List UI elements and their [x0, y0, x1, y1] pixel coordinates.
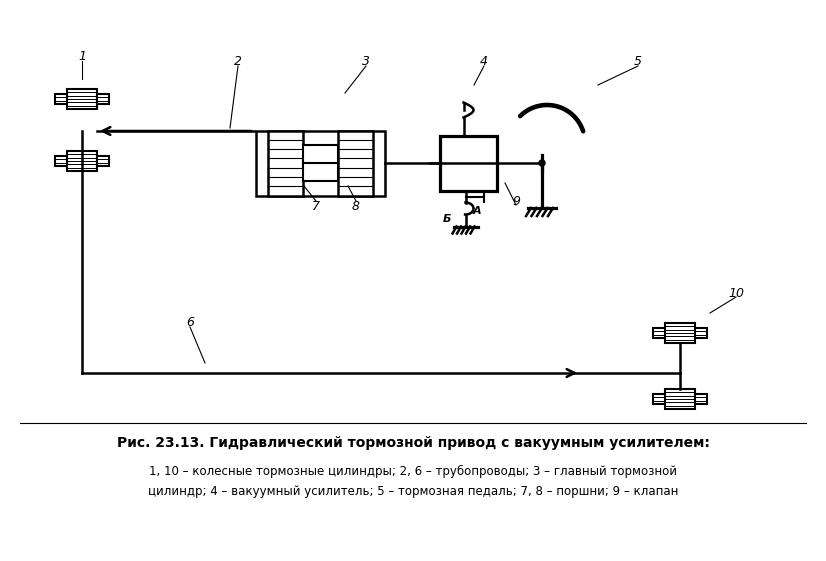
Text: 8: 8 — [352, 200, 360, 213]
Bar — [55, 156, 67, 166]
Bar — [67, 89, 97, 109]
Bar — [695, 394, 707, 404]
Bar — [256, 131, 385, 195]
Text: 1, 10 – колесные тормозные цилиндры; 2, 6 – трубопроводы; 3 – главный тормозной: 1, 10 – колесные тормозные цилиндры; 2, … — [149, 465, 677, 477]
Text: 1: 1 — [78, 49, 86, 62]
Text: 5: 5 — [634, 54, 642, 67]
Text: Б: Б — [444, 214, 452, 223]
Circle shape — [539, 160, 545, 166]
Bar — [97, 156, 109, 166]
Bar — [67, 151, 97, 171]
Bar — [653, 328, 665, 338]
Text: 4: 4 — [480, 54, 488, 67]
Text: цилиндр; 4 – вакуумный усилитель; 5 – тормозная педаль; 7, 8 – поршни; 9 – клапа: цилиндр; 4 – вакуумный усилитель; 5 – то… — [148, 485, 678, 498]
Bar — [303, 145, 338, 181]
Bar — [268, 131, 303, 195]
Text: 3: 3 — [362, 54, 370, 67]
Text: 10: 10 — [728, 287, 744, 300]
Bar — [97, 94, 109, 104]
Bar — [665, 323, 695, 343]
Bar — [665, 389, 695, 409]
Bar — [653, 394, 665, 404]
Bar — [338, 131, 373, 195]
Text: 6: 6 — [186, 316, 194, 329]
Text: 9: 9 — [512, 195, 520, 208]
Bar — [695, 328, 707, 338]
Text: 7: 7 — [312, 200, 320, 213]
Text: Рис. 23.13. Гидравлический тормозной привод с вакуумным усилителем:: Рис. 23.13. Гидравлический тормозной при… — [116, 436, 710, 450]
Text: 2: 2 — [234, 54, 242, 67]
Bar — [55, 94, 67, 104]
Bar — [440, 136, 497, 191]
Text: А: А — [473, 205, 482, 215]
